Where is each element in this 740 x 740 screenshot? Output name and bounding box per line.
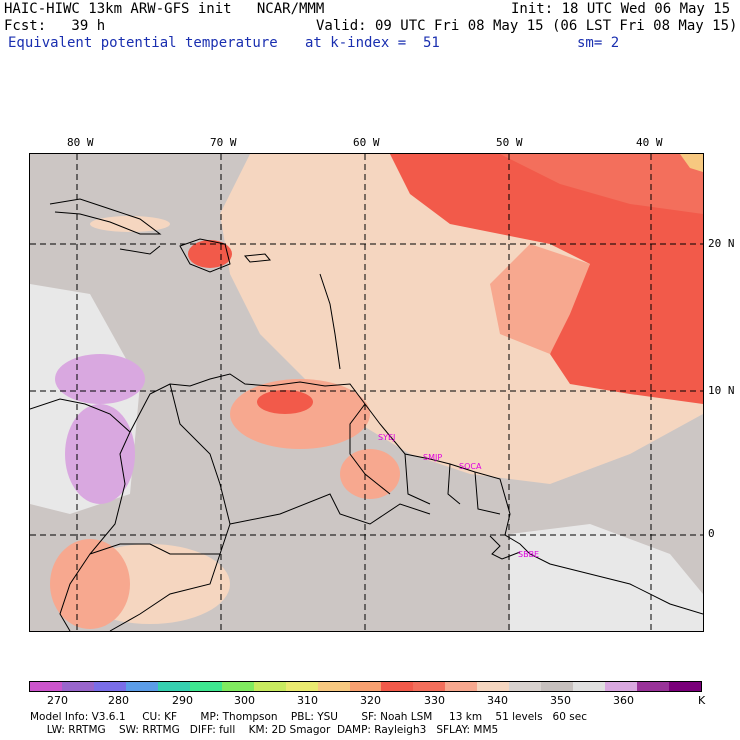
colorbar-label-300: 300 [234, 694, 255, 707]
station-label-syej: SYEJ [378, 433, 396, 442]
salmon-patch-east [490, 244, 590, 354]
colorbar-swatch [253, 682, 286, 691]
red-patch-venezuela [257, 390, 313, 414]
theta-e-field [30, 154, 703, 631]
lon-label-70w: 70 W [210, 136, 237, 149]
colorbar-label-350: 350 [550, 694, 571, 707]
lon-label-50w: 50 W [496, 136, 523, 149]
colorbar-label-290: 290 [172, 694, 193, 707]
colorbar-unit: K [698, 694, 706, 707]
high-theta-plume [390, 154, 703, 404]
field-name: Equivalent potential temperature [8, 35, 278, 51]
footer-physics-info: LW: RRTMG SW: RRTMG DIFF: full KM: 2D Sm… [30, 724, 499, 736]
colorbar [29, 681, 702, 692]
model-title: HAIC-HIWC 13km ARW-GFS init NCAR/MMM [4, 1, 325, 17]
salmon-patch-venezuela [230, 379, 370, 449]
colorbar-label-280: 280 [108, 694, 129, 707]
station-label-soca: SOCA [459, 462, 482, 471]
salmon-patch-west [50, 539, 130, 629]
lavender-patch-south [65, 404, 135, 504]
lon-label-60w: 60 W [353, 136, 380, 149]
colorbar-swatch [477, 682, 510, 691]
valid-time: Valid: 09 UTC Fri 08 May 15 (06 LST Fri … [316, 18, 738, 34]
colorbar-swatch [669, 682, 702, 691]
gridlines [30, 154, 703, 631]
map-panel: SYEJ SMJP SOCA SBBE [29, 153, 704, 632]
colorbar-label-320: 320 [360, 694, 381, 707]
coastlines [30, 198, 703, 631]
footer-model-info: Model Info: V3.6.1 CU: KF MP: Thompson P… [30, 711, 587, 723]
lat-label-10n: 10 N [708, 384, 735, 397]
tan-patch-cuba [90, 216, 170, 232]
station-label-smjp: SMJP [423, 453, 443, 462]
colorbar-swatch [637, 682, 670, 691]
colorbar-swatch [221, 682, 254, 691]
colorbar-swatch [317, 682, 350, 691]
colorbar-label-310: 310 [297, 694, 318, 707]
level-index: at k-index = 51 [305, 35, 440, 51]
colorbar-swatch [30, 682, 62, 691]
colorbar-label-270: 270 [47, 694, 68, 707]
colorbar-swatch [445, 682, 478, 691]
lat-label-20n: 20 N [708, 237, 735, 250]
colorbar-swatch [61, 682, 94, 691]
colorbar-swatch [381, 682, 414, 691]
colorbar-swatch [573, 682, 606, 691]
lon-label-80w: 80 W [67, 136, 94, 149]
colorbar-label-360: 360 [613, 694, 634, 707]
colorbar-label-340: 340 [487, 694, 508, 707]
colorbar-swatch [605, 682, 638, 691]
colorbar-swatch [189, 682, 222, 691]
smoothing: sm= 2 [577, 35, 620, 51]
colorbar-swatch [125, 682, 158, 691]
colorbar-label-330: 330 [424, 694, 445, 707]
plume-core [500, 154, 703, 214]
orange-corner [680, 154, 703, 172]
station-label-sbbe: SBBE [518, 550, 540, 559]
colorbar-swatch [509, 682, 542, 691]
lat-label-0: 0 [708, 527, 715, 540]
colorbar-swatch [93, 682, 126, 691]
init-time: Init: 18 UTC Wed 06 May 15 [511, 1, 731, 17]
forecast-hour: Fcst: 39 h [4, 18, 106, 34]
lon-label-40w: 40 W [636, 136, 663, 149]
colorbar-swatch [349, 682, 382, 691]
light-gray-southeast [510, 524, 703, 631]
salmon-patch-guiana [340, 449, 400, 499]
colorbar-swatch [285, 682, 318, 691]
colorbar-swatch [157, 682, 190, 691]
colorbar-swatch [541, 682, 574, 691]
lavender-patch-north [55, 354, 145, 404]
colorbar-swatch [413, 682, 446, 691]
